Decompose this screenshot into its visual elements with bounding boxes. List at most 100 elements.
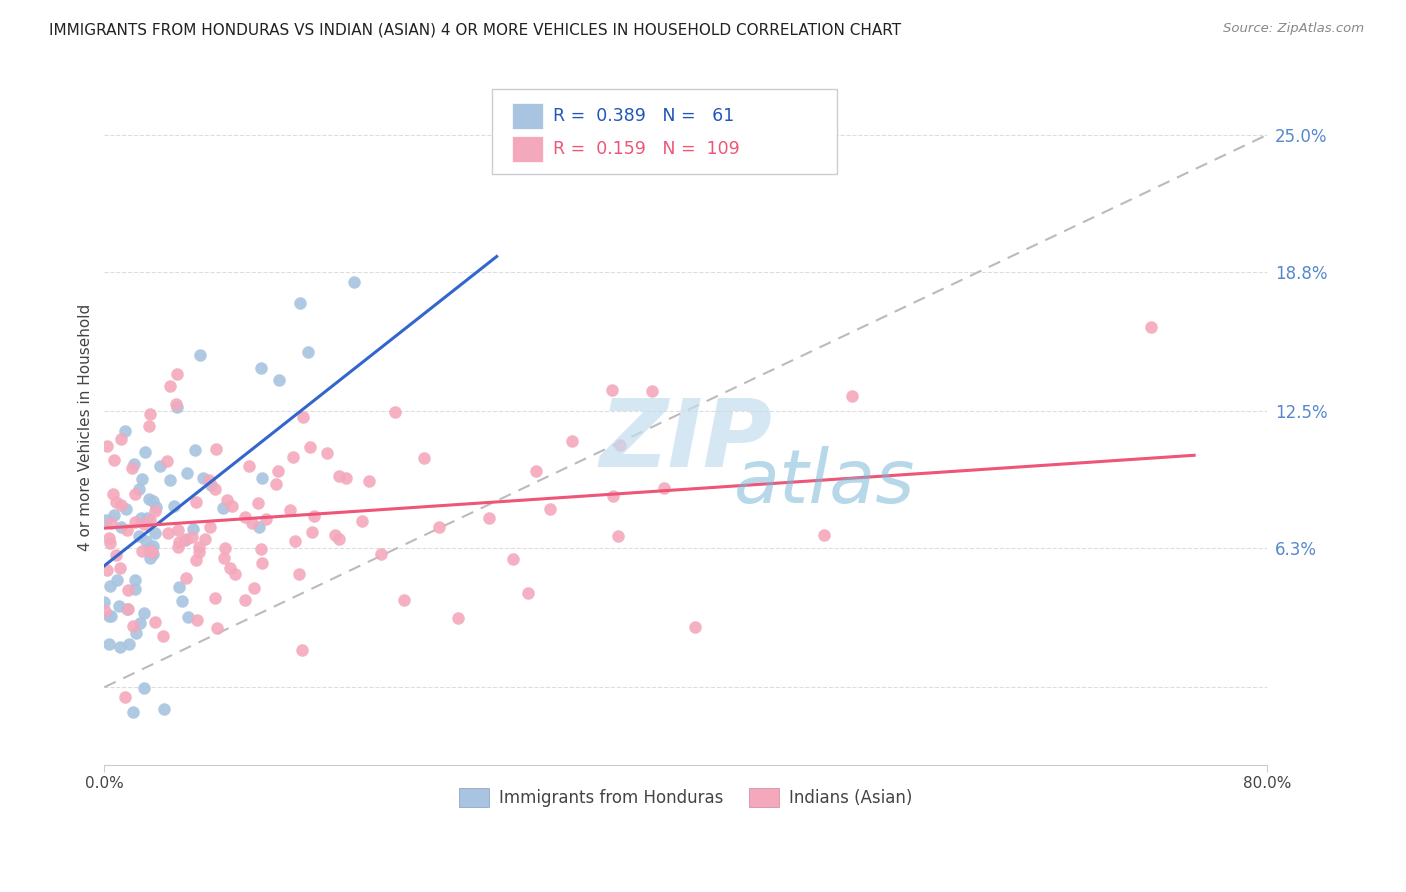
Point [343,276,366,290]
Point [302,509,325,524]
Text: IMMIGRANTS FROM HONDURAS VS INDIAN (ASIAN) 4 OR MORE VEHICLES IN HOUSEHOLD CORRE: IMMIGRANTS FROM HONDURAS VS INDIAN (ASIA… [49,22,901,37]
Text: Source: ZipAtlas.com: Source: ZipAtlas.com [1223,22,1364,36]
Point [121,461,143,475]
Point [250,542,273,557]
Point [132,681,155,695]
Point [117,601,139,615]
Point [813,528,835,542]
Point [117,523,139,537]
Point [134,445,156,459]
Point [517,585,540,599]
Point [641,384,664,398]
Point [152,629,174,643]
Point [114,425,136,439]
Point [174,571,197,585]
Point [683,620,706,634]
Point [221,499,243,513]
Point [167,534,190,549]
Point [184,495,207,509]
Point [172,594,194,608]
Point [297,344,319,359]
Point [204,482,226,496]
Point [287,567,309,582]
Point [1139,320,1161,334]
Point [200,520,222,534]
Point [188,348,211,362]
Point [96,564,118,578]
Point [278,502,301,516]
Point [200,478,222,492]
Point [174,533,197,547]
Text: ZIP: ZIP [599,395,772,487]
Point [143,504,166,518]
Point [166,401,188,415]
Point [131,543,153,558]
Point [502,552,524,566]
Point [181,522,204,536]
Point [157,526,180,541]
Point [205,621,228,635]
Point [142,493,165,508]
Point [96,439,118,453]
Point [323,528,346,542]
Point [250,361,273,376]
Point [159,473,181,487]
Point [267,464,290,478]
Point [115,602,138,616]
Point [427,519,450,533]
Point [167,540,190,554]
Point [600,383,623,397]
Point [93,595,115,609]
Point [357,474,380,488]
Point [167,580,190,594]
Point [135,534,157,549]
Point [290,296,312,310]
Point [125,625,148,640]
Point [108,561,131,575]
Point [246,496,269,510]
Point [122,619,145,633]
Point [524,464,547,478]
Point [167,523,190,537]
Point [394,593,416,607]
Point [606,529,628,543]
Point [105,573,128,587]
Point [841,389,863,403]
Point [101,486,124,500]
Point [204,591,226,605]
Point [149,458,172,473]
Point [145,500,167,514]
Point [139,407,162,421]
Point [135,511,157,525]
Point [143,525,166,540]
Point [124,486,146,500]
Point [142,539,165,553]
Point [94,513,117,527]
Point [233,593,256,607]
Point [118,637,141,651]
Point [98,531,121,545]
Point [412,451,434,466]
Point [224,566,246,581]
Point [328,469,350,483]
Point [186,553,208,567]
Point [142,547,165,561]
Point [240,516,263,530]
Point [247,520,270,534]
Point [98,608,121,623]
Point [97,637,120,651]
Text: atlas: atlas [734,446,915,517]
Point [181,530,204,544]
Point [129,616,152,631]
Point [243,581,266,595]
Point [104,548,127,562]
Point [100,536,122,550]
Point [139,550,162,565]
Point [121,706,143,720]
Point [609,438,631,452]
Y-axis label: 4 or more Vehicles in Household: 4 or more Vehicles in Household [79,304,93,551]
Point [129,510,152,524]
Point [269,373,291,387]
Point [284,534,307,549]
Point [128,528,150,542]
